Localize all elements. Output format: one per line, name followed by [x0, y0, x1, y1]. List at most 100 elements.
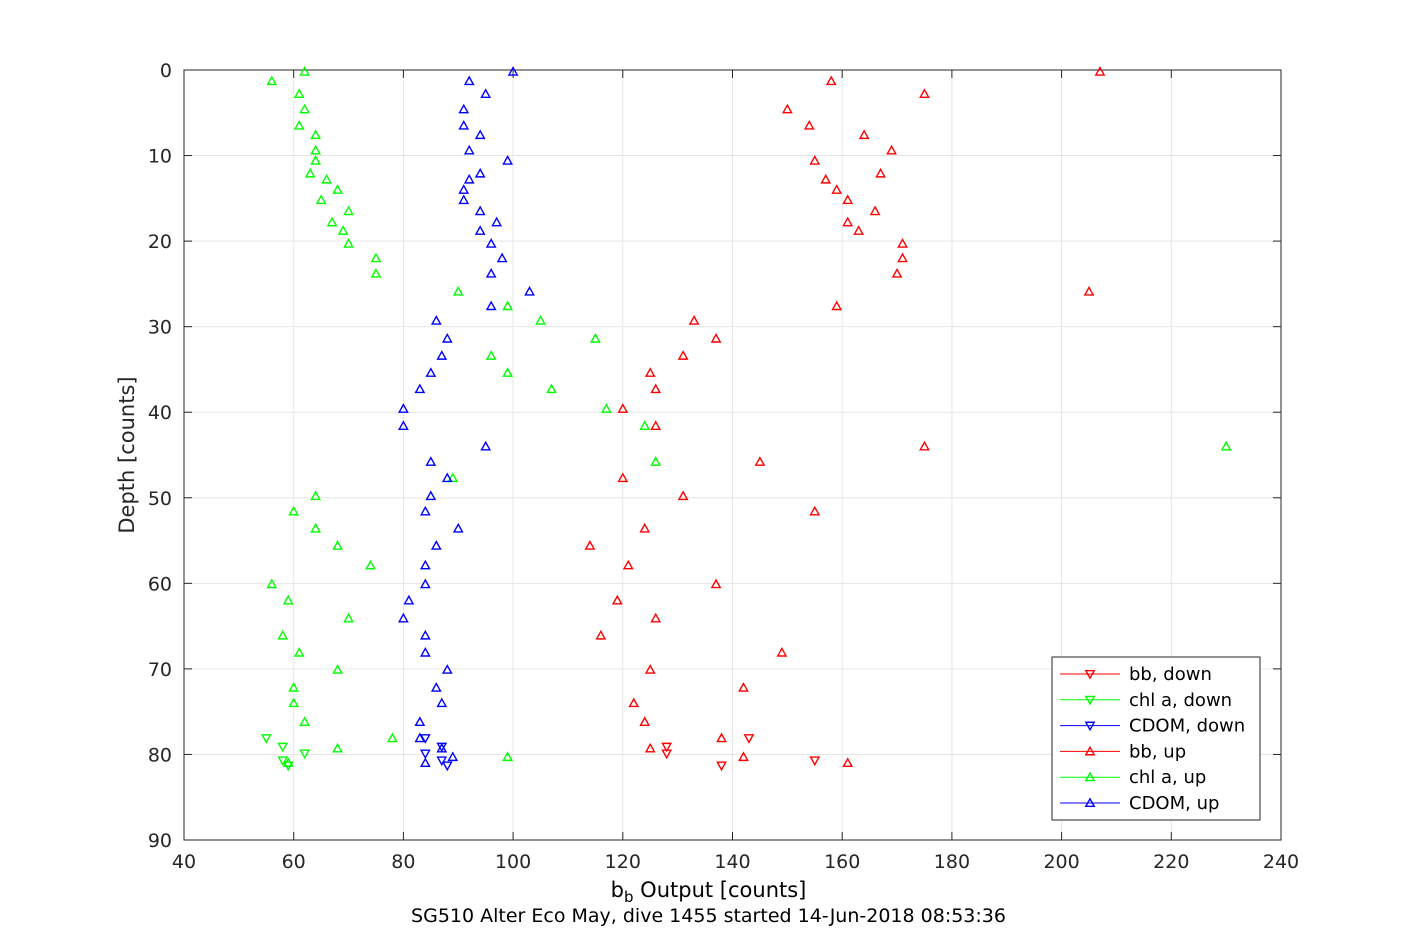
- data-markers: [260, 66, 1232, 772]
- y-tick-label: 70: [148, 659, 172, 681]
- data-point: [502, 300, 514, 311]
- x-tick-label: 140: [714, 851, 750, 873]
- data-point: [524, 285, 535, 296]
- data-point: [535, 315, 546, 325]
- data-point: [310, 490, 322, 501]
- data-point: [332, 184, 343, 194]
- data-point: [419, 646, 431, 657]
- x-tick-label: 60: [282, 851, 306, 873]
- legend-box: [1051, 656, 1261, 821]
- data-point: [710, 578, 722, 589]
- data-point: [507, 66, 519, 76]
- data-point: [869, 205, 881, 216]
- data-point: [299, 749, 311, 760]
- y-tick-label: 60: [148, 573, 172, 595]
- data-point: [277, 756, 289, 767]
- data-point: [480, 88, 492, 99]
- data-point: [661, 749, 673, 760]
- data-point: [398, 420, 409, 430]
- data-point: [809, 756, 821, 767]
- data-point: [293, 88, 305, 99]
- data-point: [496, 252, 508, 263]
- data-point: [803, 119, 815, 130]
- data-point: [419, 629, 431, 640]
- data-point: [809, 505, 821, 516]
- data-point: [441, 472, 453, 483]
- data-point: [853, 225, 865, 235]
- data-point: [474, 205, 486, 216]
- data-point: [288, 682, 300, 692]
- data-point: [897, 252, 908, 263]
- axes-box: [183, 69, 1282, 841]
- x-tick-label: 160: [824, 851, 860, 873]
- x-tick-label: 80: [391, 851, 415, 873]
- data-point: [485, 300, 497, 311]
- legend-marker: [1084, 669, 1096, 680]
- data-point: [398, 403, 409, 413]
- data-point: [485, 267, 497, 278]
- data-point: [485, 350, 497, 360]
- data-point: [452, 285, 464, 296]
- data-point: [474, 129, 486, 140]
- legend-label: CDOM, up: [1129, 793, 1219, 814]
- data-point: [480, 440, 492, 451]
- data-point: [337, 225, 349, 235]
- legend-label: bb, down: [1129, 664, 1212, 685]
- legend-marker: [1084, 695, 1096, 706]
- legend-marker: [1084, 797, 1096, 808]
- data-point: [447, 751, 459, 762]
- data-point: [430, 540, 442, 550]
- data-point: [831, 184, 843, 194]
- x-tick-label: 200: [1043, 851, 1079, 873]
- data-point: [639, 522, 651, 533]
- data-point: [474, 225, 486, 235]
- y-tick-label: 40: [148, 402, 172, 424]
- data-point: [716, 732, 727, 743]
- data-point: [315, 194, 327, 205]
- data-point: [502, 155, 514, 165]
- data-point: [332, 540, 343, 550]
- figure-subtitle: SG510 Alter Eco May, dive 1455 started 1…: [411, 905, 1006, 927]
- x-axis-label-b: b: [610, 878, 624, 902]
- data-point: [343, 238, 354, 248]
- x-tick-label: 220: [1153, 851, 1189, 873]
- data-point: [891, 267, 903, 278]
- data-point: [738, 751, 749, 762]
- data-point: [611, 594, 623, 605]
- data-point: [414, 383, 426, 394]
- data-point: [644, 664, 656, 674]
- data-point: [370, 267, 382, 278]
- data-point: [1220, 440, 1232, 451]
- data-point: [661, 742, 673, 753]
- data-point: [688, 315, 700, 325]
- data-point: [436, 350, 448, 360]
- y-tick-label: 10: [148, 146, 172, 168]
- data-point: [277, 742, 289, 753]
- data-point: [365, 559, 376, 570]
- data-point: [584, 540, 596, 550]
- data-point: [463, 75, 475, 86]
- data-point: [425, 490, 437, 501]
- data-point: [781, 103, 793, 114]
- data-point: [441, 761, 453, 772]
- data-point: [463, 144, 475, 155]
- data-point: [266, 75, 278, 86]
- y-axis-label: Depth [counts]: [115, 376, 139, 534]
- data-point: [419, 749, 431, 760]
- data-point: [743, 734, 755, 744]
- x-tick-label: 180: [934, 851, 970, 873]
- data-point: [425, 456, 437, 466]
- data-point: [299, 66, 311, 76]
- legend-label: chl a, down: [1129, 690, 1232, 711]
- data-point: [403, 594, 415, 605]
- data-point: [419, 559, 431, 570]
- legend: bb, down chl a, down CDOM, down bb, up chl a…: [1051, 656, 1261, 821]
- data-point: [436, 756, 448, 767]
- data-point: [831, 300, 843, 311]
- data-point: [452, 522, 464, 533]
- data-point: [266, 578, 278, 589]
- data-point: [463, 173, 475, 184]
- data-point: [288, 505, 300, 516]
- data-point: [260, 734, 272, 744]
